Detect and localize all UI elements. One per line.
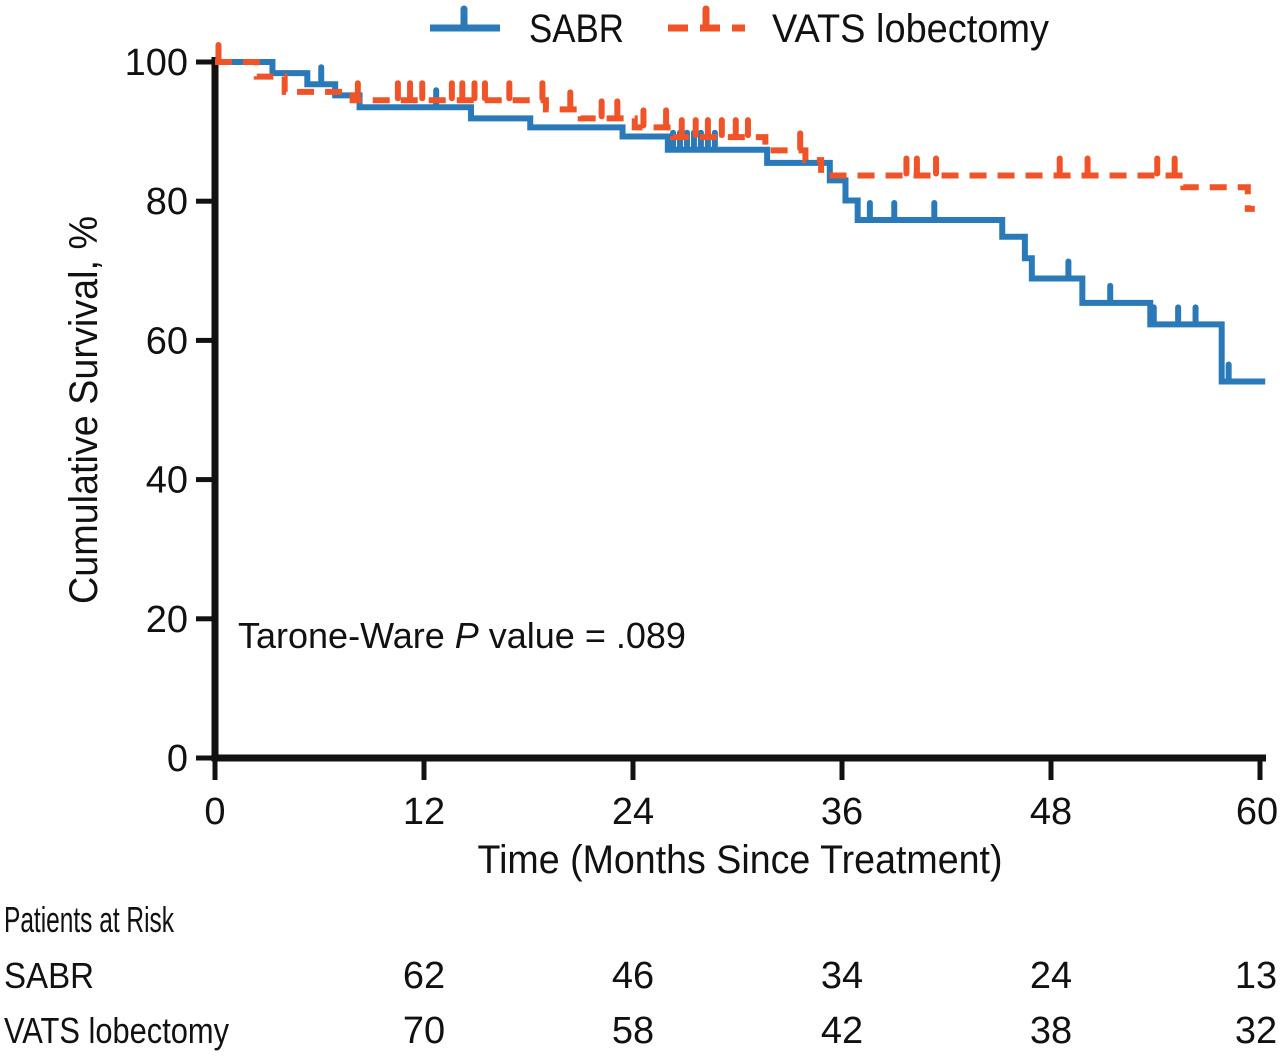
y-tick-label: 100 — [125, 42, 188, 84]
x-tick-label: 12 — [403, 791, 445, 833]
x-tick-label: 60 — [1236, 791, 1278, 833]
x-axis-title: Time (Months Since Treatment) — [478, 838, 1003, 882]
x-tick-label: 48 — [1030, 791, 1072, 833]
risk-count: 42 — [821, 1010, 863, 1052]
risk-count: 58 — [612, 1010, 654, 1052]
pvalue-italic-p: P — [455, 615, 479, 656]
y-tick-label: 40 — [146, 460, 188, 502]
risk-row-label: VATS lobectomy — [4, 1010, 229, 1051]
risk-count: 32 — [1235, 1010, 1277, 1052]
y-tick-label: 0 — [167, 738, 188, 780]
pvalue-annotation: Tarone-Ware P value = .089 — [238, 615, 686, 656]
legend-label: SABR — [529, 7, 624, 51]
risk-count: 34 — [821, 955, 863, 997]
risk-count: 38 — [1030, 1010, 1072, 1052]
sabr-curve — [215, 59, 1266, 385]
risk-count: 62 — [403, 955, 445, 997]
y-tick-label: 80 — [146, 181, 188, 223]
y-tick-label: 60 — [146, 320, 188, 362]
x-tick-label: 24 — [612, 791, 654, 833]
legend-item-sabr: SABR — [430, 5, 624, 51]
risk-table-title: Patients at Risk — [4, 899, 175, 940]
vats-curve — [215, 59, 1255, 212]
x-tick-label: 0 — [204, 791, 225, 833]
pvalue-suffix: value = .089 — [479, 615, 686, 656]
legend-label: VATS lobectomy — [772, 7, 1049, 51]
risk-count: 70 — [403, 1010, 445, 1052]
x-tick-label: 36 — [821, 791, 863, 833]
risk-count: 24 — [1030, 955, 1072, 997]
risk-count: 13 — [1235, 955, 1277, 997]
legend-item-vats: VATS lobectomy — [668, 5, 1049, 51]
y-axis-title: Cumulative Survival, % — [62, 216, 106, 604]
pvalue-prefix: Tarone-Ware — [238, 615, 455, 656]
risk-count: 46 — [612, 955, 654, 997]
risk-row-label: SABR — [4, 955, 94, 996]
y-tick-label: 20 — [146, 599, 188, 641]
